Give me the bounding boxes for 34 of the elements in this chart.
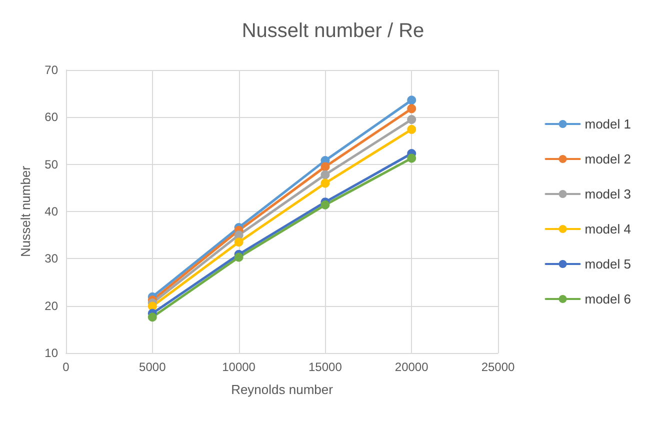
point xyxy=(320,162,330,172)
point xyxy=(320,178,330,188)
x-tick-label: 20000 xyxy=(394,360,429,374)
x-axis-title: Reynolds number xyxy=(231,382,334,397)
point xyxy=(407,124,416,134)
y-tick-label: 20 xyxy=(44,298,58,313)
x-tick-label: 0 xyxy=(62,360,70,374)
point xyxy=(234,252,244,262)
y-tick-label: 10 xyxy=(44,346,58,360)
y-tick-label: 50 xyxy=(44,157,58,172)
point xyxy=(407,96,416,105)
legend-label: model 1 xyxy=(584,116,631,132)
legend-label: model 3 xyxy=(584,186,631,202)
point xyxy=(407,104,416,114)
point xyxy=(148,312,157,322)
chart-title: Nusselt number / Re xyxy=(242,20,424,42)
x-tick-label: 15000 xyxy=(308,360,342,374)
x-tick-label: 5000 xyxy=(139,360,166,374)
y-tick-label: 30 xyxy=(44,252,58,266)
point xyxy=(407,115,416,124)
y-tick-label: 40 xyxy=(44,204,58,218)
point xyxy=(234,238,244,247)
x-tick-label: 25000 xyxy=(481,360,516,374)
y-tick-label: 60 xyxy=(44,110,58,124)
legend-label: model 2 xyxy=(584,152,631,166)
point xyxy=(320,200,330,210)
y-axis-title: Nusselt number xyxy=(18,165,33,258)
legend-label: model 4 xyxy=(584,222,631,236)
point xyxy=(407,154,416,163)
point xyxy=(320,170,330,180)
legend-label: model 6 xyxy=(584,292,631,306)
x-tick-label: 10000 xyxy=(222,360,256,374)
y-tick-label: 70 xyxy=(44,63,58,77)
legend-label: model 5 xyxy=(584,256,631,272)
